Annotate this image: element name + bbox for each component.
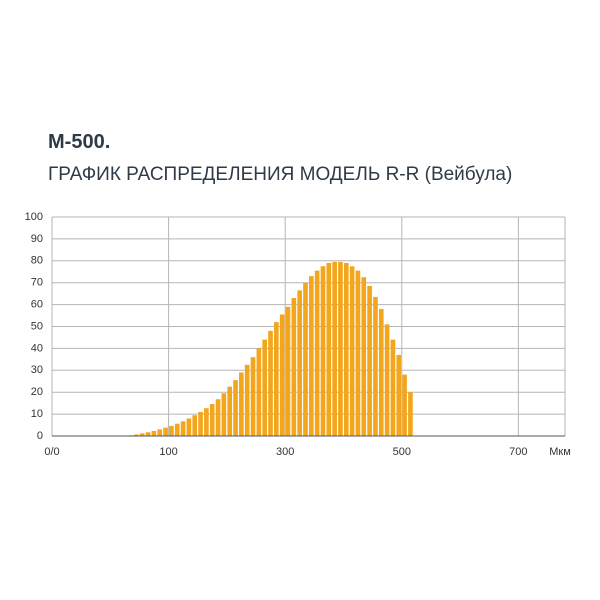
bar — [145, 432, 151, 436]
bar — [320, 266, 326, 436]
bar — [250, 357, 256, 436]
x-tick-label: 100 — [159, 446, 177, 458]
bar — [285, 306, 291, 436]
x-tick-label: 500 — [393, 446, 411, 458]
bar — [239, 372, 244, 436]
bar — [198, 411, 203, 436]
y-tick-label: 60 — [31, 299, 43, 311]
bar — [186, 418, 192, 436]
y-tick-label: 30 — [31, 364, 43, 376]
bar — [291, 298, 297, 436]
bar — [268, 330, 273, 436]
bar — [314, 270, 320, 436]
y-tick-label: 40 — [31, 342, 43, 354]
bar — [233, 380, 238, 436]
bar — [221, 393, 227, 436]
y-tick-label: 20 — [31, 386, 43, 398]
bar — [169, 425, 174, 436]
x-tick-label: 700 — [509, 446, 527, 458]
bar — [367, 285, 372, 436]
bar — [326, 262, 332, 436]
bar — [373, 296, 378, 436]
bar — [349, 266, 355, 436]
bar — [396, 354, 402, 436]
bar — [303, 282, 308, 436]
bar — [151, 430, 157, 436]
bar — [332, 261, 337, 436]
y-tick-label: 70 — [31, 277, 43, 289]
bar — [361, 277, 367, 436]
bar — [297, 290, 302, 436]
bar — [139, 433, 145, 436]
bar — [244, 364, 250, 436]
y-tick-label: 0 — [37, 430, 43, 442]
x-tick-label: 0/0 — [44, 446, 59, 458]
chart-subtitle: ГРАФИК РАСПРЕДЕЛЕНИЯ МОДЕЛЬ R-R (Вейбула… — [48, 164, 512, 185]
bar — [256, 348, 262, 436]
bar — [355, 270, 361, 436]
bar — [343, 262, 349, 436]
y-tick-label: 10 — [31, 408, 43, 420]
y-tick-label: 50 — [31, 320, 43, 332]
bar — [227, 386, 233, 436]
y-tick-label: 90 — [31, 233, 43, 245]
chart-title: М-500. — [48, 131, 110, 153]
x-tick-label: 300 — [276, 446, 294, 458]
bar — [192, 415, 198, 436]
bar — [408, 392, 413, 436]
bar — [157, 429, 163, 436]
bar — [309, 276, 314, 436]
bar — [390, 339, 396, 436]
bar — [402, 374, 407, 436]
bar — [204, 408, 209, 436]
bar — [163, 427, 168, 436]
bar — [180, 421, 186, 436]
bar — [384, 324, 390, 436]
bar — [274, 322, 279, 436]
y-tick-label: 80 — [31, 255, 43, 267]
bar — [134, 434, 139, 436]
bar — [338, 261, 343, 436]
bar — [279, 314, 285, 436]
bar — [215, 399, 221, 436]
x-axis-label: Мкм — [549, 446, 571, 458]
bar — [262, 339, 267, 436]
y-tick-label: 100 — [25, 211, 43, 223]
bar — [209, 404, 215, 436]
bar — [174, 423, 180, 436]
bar — [378, 308, 384, 436]
